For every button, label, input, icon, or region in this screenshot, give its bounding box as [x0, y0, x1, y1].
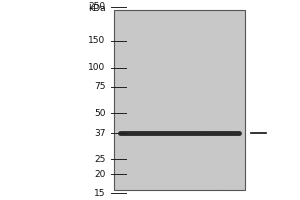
Text: 75: 75 — [94, 82, 105, 91]
Text: 37: 37 — [94, 129, 105, 138]
Text: 250: 250 — [88, 2, 105, 11]
Text: kDa: kDa — [88, 4, 105, 13]
Text: 25: 25 — [94, 155, 105, 164]
Text: 20: 20 — [94, 170, 105, 179]
Text: 150: 150 — [88, 36, 105, 45]
Text: 100: 100 — [88, 63, 105, 72]
Text: 15: 15 — [94, 189, 105, 198]
Text: 50: 50 — [94, 109, 105, 118]
FancyBboxPatch shape — [114, 10, 245, 190]
